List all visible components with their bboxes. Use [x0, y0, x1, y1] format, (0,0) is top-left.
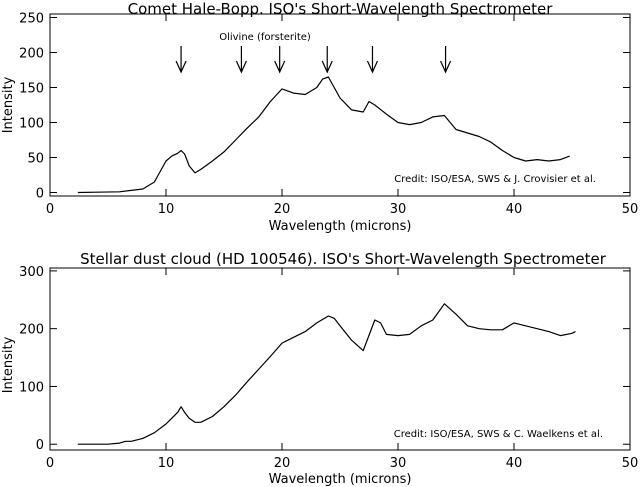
series-line [77, 303, 576, 445]
x-tick-label: 20 [274, 456, 291, 471]
series-line [77, 76, 570, 194]
feature-arrow [366, 46, 379, 74]
y-tick-label: 200 [19, 323, 44, 338]
olivine-annotation: Olivine (forsterite) [219, 32, 311, 43]
feature-arrow [274, 46, 286, 74]
y-tick-label: 50 [27, 152, 44, 167]
x-tick-label: 40 [506, 202, 523, 217]
stellar-dust-spectrum-chart: Stellar dust cloud (HD 100546). ISO's Sh… [1, 250, 638, 487]
x-tick-label: 30 [390, 456, 407, 471]
y-tick-label: 0 [36, 438, 44, 453]
x-axis-label: Wavelength (microns) [269, 219, 412, 234]
feature-arrow [321, 46, 333, 74]
x-tick-label: 50 [622, 456, 639, 471]
x-tick-label: 10 [158, 456, 175, 471]
feature-arrow [175, 46, 187, 74]
x-tick-label: 10 [158, 202, 175, 217]
y-tick-label: 300 [19, 265, 44, 280]
y-axis-label: Intensity [1, 76, 16, 133]
y-tick-label: 100 [19, 117, 44, 132]
feature-arrow [235, 46, 247, 74]
y-tick-label: 150 [19, 82, 44, 97]
credit-text: Credit: ISO/ESA, SWS & J. Crovisier et a… [394, 174, 596, 185]
chart-title: Comet Hale-Bopp. ISO's Short-Wavelength … [128, 0, 554, 18]
x-tick-label: 30 [390, 202, 407, 217]
axis-ticks [49, 268, 631, 450]
plot-frame [49, 267, 631, 451]
credit-text: Credit: ISO/ESA, SWS & C. Waelkens et al… [394, 429, 603, 440]
x-tick-label: 0 [46, 202, 54, 217]
plot-frame [49, 13, 631, 197]
x-tick-label: 20 [274, 202, 291, 217]
y-tick-label: 0 [36, 187, 44, 202]
comet-spectrum-chart: Comet Hale-Bopp. ISO's Short-Wavelength … [1, 0, 638, 234]
y-tick-label: 250 [19, 12, 44, 27]
feature-arrows [175, 46, 452, 74]
chart-title: Stellar dust cloud (HD 100546). ISO's Sh… [80, 250, 607, 268]
y-tick-label: 100 [19, 380, 44, 395]
series-group [77, 76, 570, 194]
x-axis-label: Wavelength (microns) [269, 472, 412, 487]
x-tick-label: 50 [622, 202, 639, 217]
y-axis-label: Intensity [1, 336, 16, 393]
x-tick-label: 40 [506, 456, 523, 471]
x-tick-label: 0 [46, 456, 54, 471]
y-tick-label: 200 [19, 47, 44, 62]
series-group [77, 303, 576, 445]
tick-labels: 0 10 20 30 40 50 0 50 100 150 200 250 [19, 12, 638, 218]
tick-labels: 0 10 20 30 40 50 0 100 200 300 [19, 265, 638, 471]
feature-arrow [440, 46, 452, 74]
axis-ticks [49, 14, 631, 196]
